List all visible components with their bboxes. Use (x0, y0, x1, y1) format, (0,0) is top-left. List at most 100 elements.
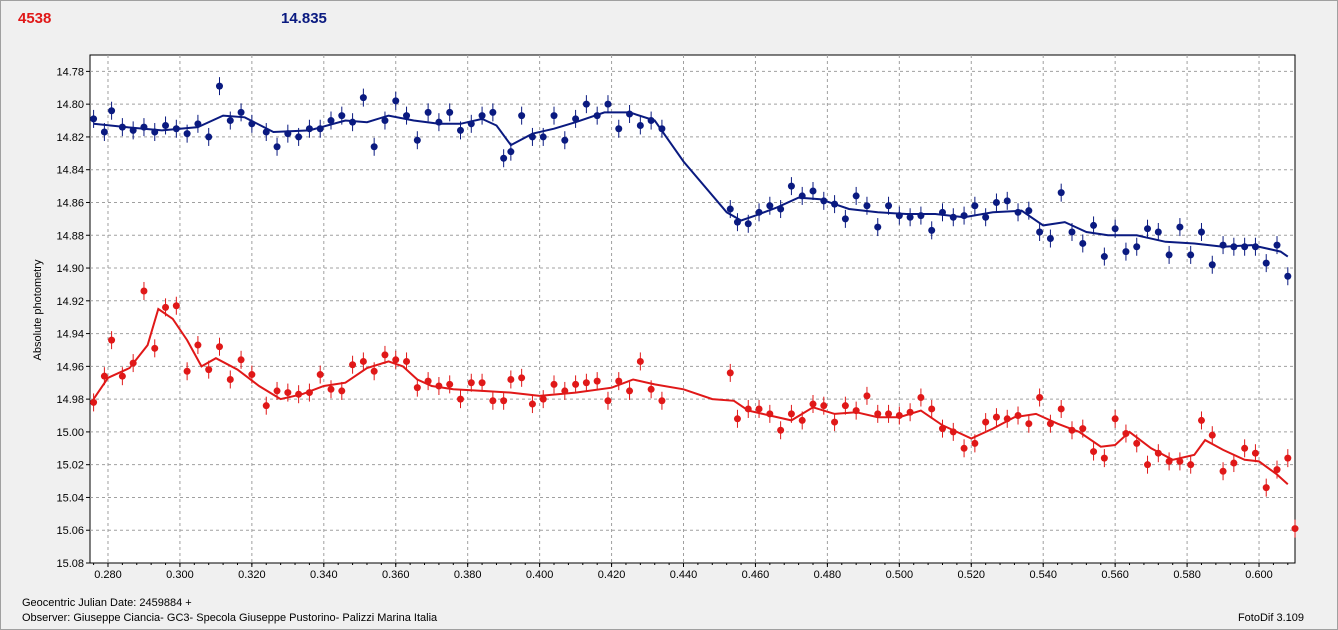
data-point (90, 115, 98, 123)
data-point (467, 120, 475, 128)
data-point (338, 112, 346, 120)
data-point (572, 380, 580, 388)
data-point (809, 400, 817, 408)
data-point (593, 377, 601, 385)
data-point (295, 390, 303, 398)
data-point (755, 405, 763, 413)
y-tick-label: 14.92 (56, 296, 84, 308)
data-point (338, 387, 346, 395)
data-point (539, 133, 547, 141)
data-point (1219, 467, 1227, 475)
x-tick-label: 0.400 (526, 569, 554, 581)
data-point (172, 125, 180, 133)
data-point (1241, 444, 1249, 452)
data-point (194, 120, 202, 128)
data-point (1036, 393, 1044, 401)
data-point (626, 387, 634, 395)
data-point (733, 218, 741, 226)
data-point (1291, 525, 1299, 533)
data-point (1025, 207, 1033, 215)
y-tick-label: 14.78 (56, 66, 84, 78)
data-point (615, 377, 623, 385)
data-point (424, 377, 432, 385)
x-tick-label: 0.520 (958, 569, 986, 581)
data-point (798, 192, 806, 200)
data-point (478, 379, 486, 387)
data-point (766, 410, 774, 418)
y-tick-label: 14.86 (56, 197, 84, 209)
data-point (1154, 228, 1162, 236)
x-tick-label: 0.280 (94, 569, 122, 581)
data-point (852, 407, 860, 415)
data-point (841, 402, 849, 410)
data-point (489, 397, 497, 405)
data-point (841, 215, 849, 223)
data-point (992, 198, 1000, 206)
data-point (194, 341, 202, 349)
y-tick-label: 14.96 (56, 361, 84, 373)
data-point (273, 387, 281, 395)
plot-area (89, 54, 1296, 564)
data-point (1176, 223, 1184, 231)
x-tick-label: 0.300 (166, 569, 194, 581)
data-point (327, 117, 335, 125)
data-point (777, 426, 785, 434)
data-point (359, 94, 367, 102)
data-point (205, 133, 213, 141)
footer-date: Geocentric Julian Date: 2459884 + (22, 597, 192, 609)
data-point (284, 389, 292, 397)
data-point (349, 361, 357, 369)
header-left-value: 4538 (18, 10, 52, 27)
y-tick-label: 15.08 (56, 558, 84, 570)
trend-line-1 (92, 307, 1289, 486)
data-point (550, 380, 558, 388)
data-point (1154, 449, 1162, 457)
data-point (1230, 243, 1238, 251)
data-point (172, 302, 180, 310)
data-point (295, 133, 303, 141)
data-point (1230, 459, 1238, 467)
data-point (518, 374, 526, 382)
data-point (1197, 228, 1205, 236)
data-point (971, 439, 979, 447)
data-point (874, 410, 882, 418)
data-point (1133, 439, 1141, 447)
data-point (1251, 449, 1259, 457)
data-point (636, 357, 644, 365)
data-point (539, 395, 547, 403)
data-point (1273, 466, 1281, 474)
data-point (917, 393, 925, 401)
data-point (863, 392, 871, 400)
data-point (1122, 430, 1130, 438)
data-point (949, 428, 957, 436)
header-right-value: 14.835 (281, 10, 327, 27)
data-point (248, 371, 256, 379)
data-point (489, 108, 497, 116)
data-point (906, 213, 914, 221)
data-point (162, 303, 170, 311)
data-point (604, 100, 612, 108)
data-point (1014, 208, 1022, 216)
data-point (446, 108, 454, 116)
y-tick-label: 15.06 (56, 525, 84, 537)
data-point (1057, 189, 1065, 197)
data-point (413, 136, 421, 144)
data-point (262, 402, 270, 410)
data-point (820, 402, 828, 410)
data-point (895, 412, 903, 420)
data-point (615, 125, 623, 133)
data-point (1090, 448, 1098, 456)
data-point (831, 418, 839, 426)
data-point (478, 112, 486, 120)
data-point (1284, 272, 1292, 280)
data-point (726, 369, 734, 377)
data-point (863, 202, 871, 210)
data-point (1046, 420, 1054, 428)
data-point (1187, 461, 1195, 469)
x-tick-label: 0.320 (238, 569, 266, 581)
data-point (215, 82, 223, 90)
data-point (183, 367, 191, 375)
data-point (1144, 461, 1152, 469)
data-point (1284, 454, 1292, 462)
